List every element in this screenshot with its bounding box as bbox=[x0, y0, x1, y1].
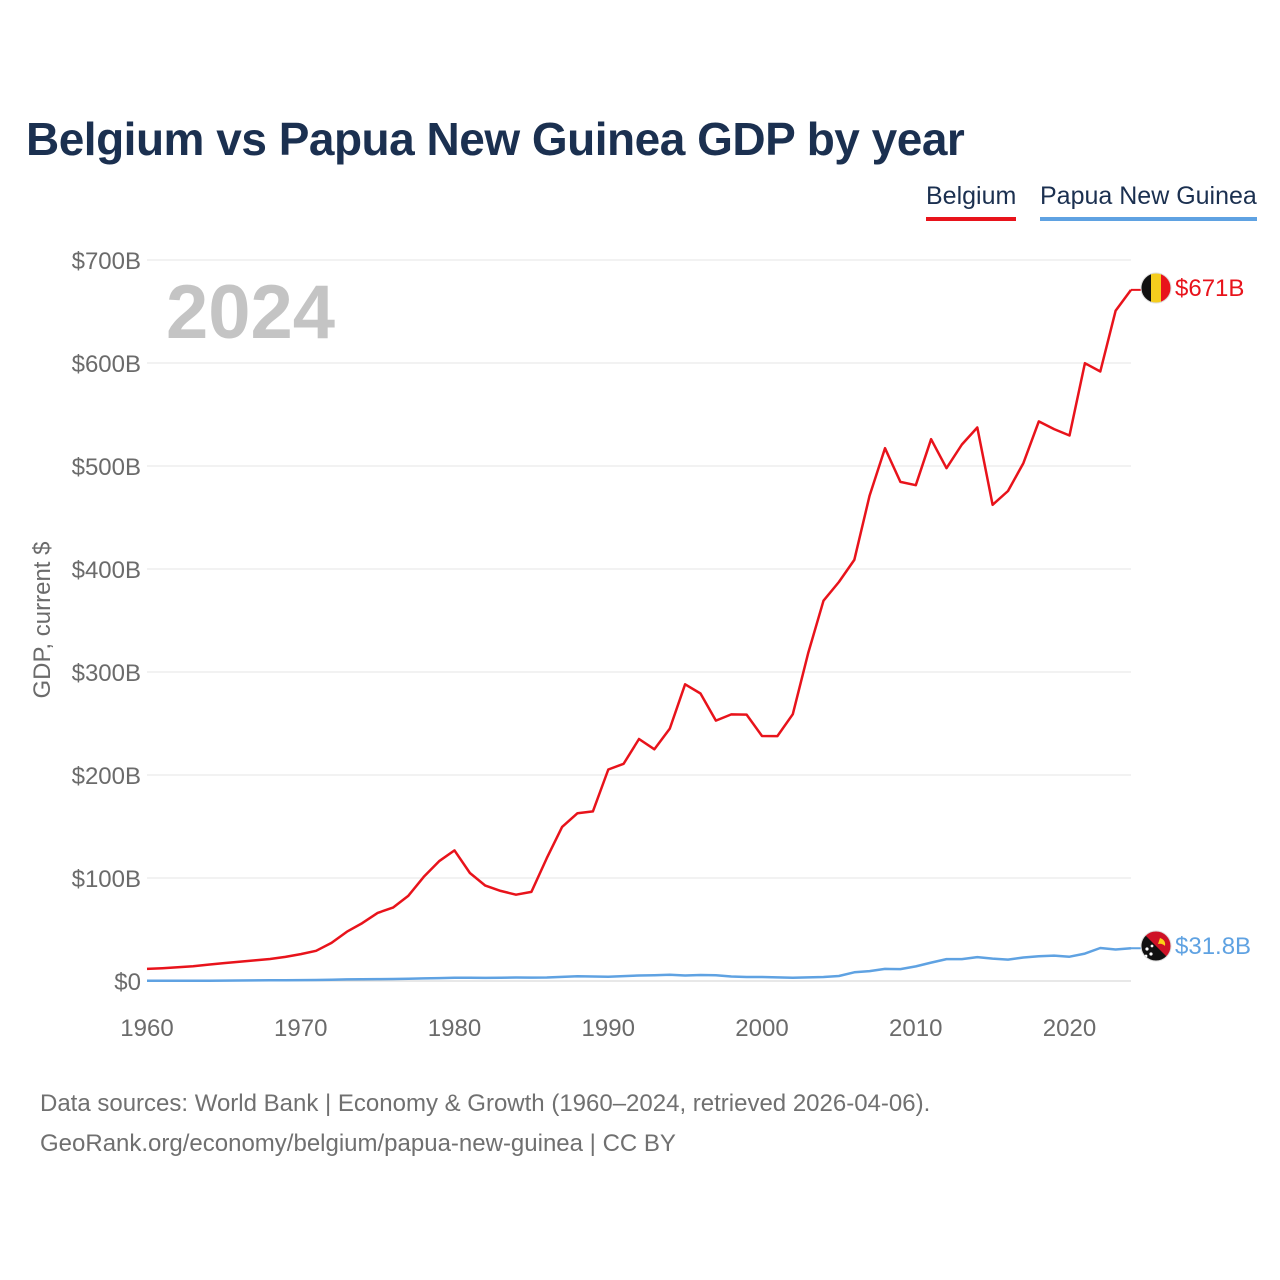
y-tick-label: $700B bbox=[72, 248, 141, 275]
footer-credit[interactable]: GeoRank.org/economy/belgium/papua-new-gu… bbox=[40, 1130, 676, 1157]
gridlines bbox=[147, 259, 1131, 982]
footer-source: Data sources: World Bank | Economy & Gro… bbox=[40, 1090, 931, 1117]
series-line-papua-new-guinea[interactable] bbox=[147, 946, 1132, 983]
x-tick-label: 2010 bbox=[889, 1015, 942, 1042]
belgium-flag-icon bbox=[1141, 273, 1171, 303]
x-tick-label: 2020 bbox=[1043, 1015, 1096, 1042]
end-value-label-belgium: $671B bbox=[1175, 275, 1244, 302]
y-axis-ticks: $0 $100B $200B $300B $400B $500B $600B $700B bbox=[72, 248, 141, 996]
y-tick-label: $0 bbox=[114, 969, 141, 996]
x-tick-label: 1970 bbox=[274, 1015, 327, 1042]
y-axis-label: GDP, current $ bbox=[29, 542, 56, 699]
legend-papua-new-guinea[interactable]: Papua New Guinea bbox=[1040, 182, 1257, 221]
y-tick-label: $600B bbox=[72, 351, 141, 378]
y-tick-label: $400B bbox=[72, 557, 141, 584]
y-tick-label: $100B bbox=[72, 866, 141, 893]
x-tick-label: 1990 bbox=[582, 1015, 635, 1042]
footer: Data sources: World Bank | Economy & Gro… bbox=[40, 1084, 930, 1164]
x-tick-label: 1980 bbox=[428, 1015, 481, 1042]
line-chart: $0 $100B $200B $300B $400B $500B $600B $700B 19… bbox=[29, 248, 1251, 1042]
x-tick-label: 1960 bbox=[120, 1015, 173, 1042]
y-tick-label: $500B bbox=[72, 454, 141, 481]
series-line-belgium[interactable] bbox=[146, 289, 1133, 971]
end-value-label-papua-new-guinea: $31.8B bbox=[1175, 933, 1251, 960]
papua-new-guinea-flag-icon bbox=[1141, 931, 1171, 961]
x-tick-label: 2000 bbox=[735, 1015, 788, 1042]
x-axis-ticks: 1960 1970 1980 1990 2000 2010 2020 bbox=[120, 1015, 1096, 1042]
y-tick-label: $300B bbox=[72, 660, 141, 687]
year-watermark: 2024 bbox=[166, 270, 335, 355]
chart-title: Belgium vs Papua New Guinea GDP by year bbox=[26, 113, 965, 165]
y-tick-label: $200B bbox=[72, 763, 141, 790]
legend-belgium[interactable]: Belgium bbox=[926, 182, 1017, 221]
